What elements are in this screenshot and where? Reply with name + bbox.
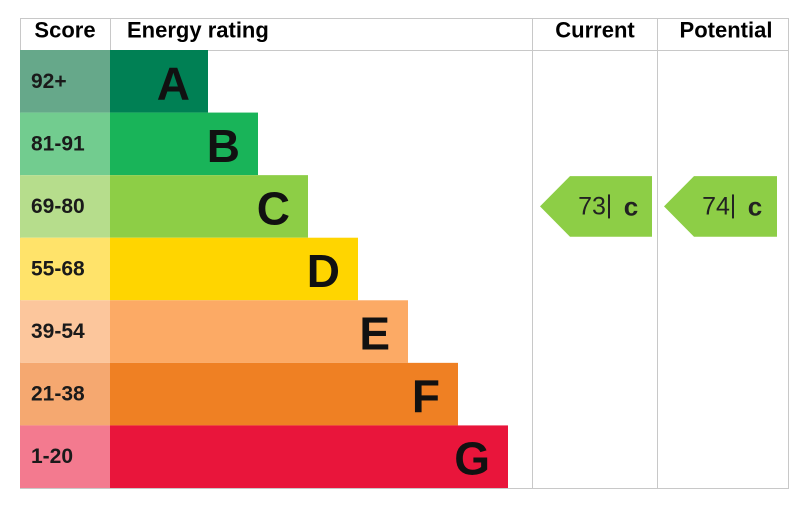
header: Score [34, 18, 95, 43]
score-label: 39-54 [31, 320, 85, 343]
rating-letter: c [748, 191, 762, 221]
score-cell [20, 175, 110, 238]
band-bar [110, 300, 408, 363]
rating-arrow [540, 176, 652, 237]
score-label: 69-80 [31, 195, 85, 218]
score-cell [20, 237, 110, 301]
band-letter: E [359, 308, 390, 360]
score-label: 21-38 [31, 383, 85, 406]
band-letter: F [412, 370, 440, 422]
band-letter: B [207, 120, 240, 172]
header: Potential [680, 18, 773, 43]
band-letter: G [454, 433, 490, 485]
score-cell [20, 425, 110, 488]
band-letter: D [307, 245, 340, 297]
header: Energy rating [127, 18, 269, 43]
band-bar [110, 50, 208, 113]
score-cell [20, 300, 110, 363]
score-cell [20, 50, 110, 113]
band-letter: A [157, 57, 190, 109]
rating-value: 74 [702, 192, 730, 220]
rating-letter: c [624, 191, 638, 221]
score-label: 92+ [31, 70, 67, 93]
band-bar [110, 425, 508, 488]
band-bar [110, 112, 258, 176]
band-bar [110, 362, 458, 426]
band-bar [110, 175, 308, 238]
band-bar [110, 237, 358, 301]
rating-value: 73 [578, 192, 606, 220]
band-letter: C [257, 182, 290, 234]
score-label: 55-68 [31, 257, 85, 280]
score-cell [20, 362, 110, 426]
header: Current [555, 18, 635, 43]
score-label: 81-91 [31, 132, 85, 155]
score-label: 1-20 [31, 445, 73, 468]
rating-arrow [664, 176, 777, 237]
score-cell [20, 112, 110, 176]
